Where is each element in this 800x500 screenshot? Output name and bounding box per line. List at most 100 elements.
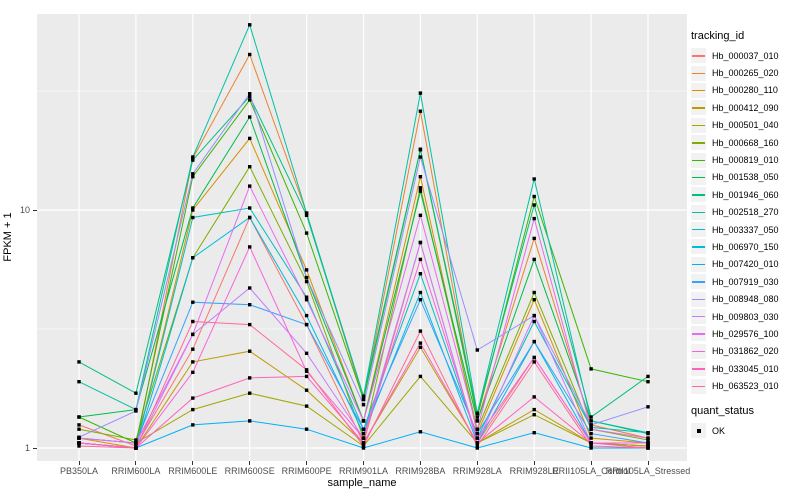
data-point bbox=[304, 213, 309, 217]
data-point bbox=[532, 236, 536, 241]
legend-item-Hb_007919_030: Hb_007919_030 bbox=[691, 273, 799, 290]
data-point bbox=[475, 415, 479, 419]
legend-item-quant-OK: OK bbox=[691, 422, 799, 439]
data-point bbox=[248, 303, 252, 307]
data-point bbox=[475, 436, 479, 440]
data-point bbox=[304, 374, 309, 379]
legend-key-icon bbox=[691, 256, 706, 272]
data-point bbox=[361, 419, 366, 423]
data-point bbox=[589, 425, 593, 430]
data-point bbox=[418, 257, 423, 262]
data-point bbox=[532, 257, 536, 262]
data-point bbox=[304, 313, 309, 318]
data-point bbox=[646, 438, 650, 442]
legend-key-line bbox=[692, 55, 705, 57]
data-point bbox=[418, 109, 423, 113]
data-point bbox=[418, 345, 423, 349]
legend-key-line bbox=[692, 142, 705, 144]
data-point bbox=[589, 446, 593, 450]
x-tick-label-RRIM928LA: RRIM928LA bbox=[452, 466, 502, 476]
data-point bbox=[361, 397, 366, 402]
legend-item-Hb_033045_010: Hb_033045_010 bbox=[691, 360, 799, 377]
legend-item-label: Hb_000668_160 bbox=[712, 137, 779, 148]
data-point bbox=[248, 245, 252, 249]
legend-item-label: Hb_001538_050 bbox=[712, 172, 779, 183]
data-point bbox=[304, 268, 309, 272]
legend-item-Hb_063523_010: Hb_063523_010 bbox=[691, 377, 799, 394]
data-point bbox=[418, 290, 423, 295]
data-point bbox=[646, 436, 650, 440]
data-point bbox=[191, 208, 195, 212]
data-point bbox=[532, 355, 536, 360]
data-point bbox=[134, 391, 138, 395]
legend-key-icon bbox=[691, 222, 706, 238]
legend-item-Hb_000280_110: Hb_000280_110 bbox=[691, 82, 799, 99]
legend-key-icon bbox=[691, 169, 706, 185]
data-point bbox=[475, 446, 479, 450]
legend-item-Hb_001538_050: Hb_001538_050 bbox=[691, 169, 799, 186]
data-point bbox=[475, 431, 479, 436]
data-point bbox=[77, 423, 81, 427]
data-point bbox=[418, 189, 423, 193]
legend-item-Hb_008948_080: Hb_008948_080 bbox=[691, 290, 799, 307]
data-point bbox=[304, 404, 309, 408]
x-tick-mark bbox=[419, 461, 421, 465]
data-point bbox=[77, 360, 81, 364]
legend-item-Hb_009803_030: Hb_009803_030 bbox=[691, 308, 799, 325]
data-point bbox=[418, 155, 423, 159]
legend-key-icon bbox=[691, 378, 706, 394]
y-tick-label: 10 bbox=[19, 204, 30, 215]
x-tick-mark bbox=[590, 461, 592, 465]
data-point bbox=[418, 147, 423, 151]
legend-item-label: Hb_000819_010 bbox=[712, 155, 779, 166]
data-point bbox=[191, 347, 195, 351]
data-point bbox=[532, 431, 536, 435]
data-point bbox=[361, 427, 366, 431]
data-point bbox=[248, 52, 252, 57]
data-point bbox=[191, 206, 195, 210]
data-point bbox=[361, 394, 366, 398]
x-tick-label-RRIM600PE: RRIM600PE bbox=[281, 466, 332, 476]
legend-key-icon bbox=[691, 187, 706, 203]
x-tick-mark bbox=[647, 461, 649, 465]
legend-key-line bbox=[692, 194, 705, 196]
legend-item-label: Hb_000501_040 bbox=[712, 120, 779, 131]
data-point bbox=[191, 175, 195, 179]
legend-key-icon bbox=[691, 309, 706, 325]
x-tick-label-RRIM600LA: RRIM600LA bbox=[111, 466, 161, 476]
data-point bbox=[191, 407, 195, 412]
data-point bbox=[418, 213, 423, 217]
data-point bbox=[248, 349, 252, 353]
legend-key-icon bbox=[691, 274, 706, 290]
data-point bbox=[191, 360, 195, 364]
data-point bbox=[418, 186, 423, 190]
legend-item-label: Hb_063523_010 bbox=[712, 381, 779, 392]
data-point bbox=[304, 279, 309, 284]
data-point bbox=[134, 444, 138, 448]
plot-panel bbox=[37, 14, 687, 461]
data-point bbox=[646, 444, 650, 448]
data-point bbox=[589, 441, 593, 445]
data-point bbox=[304, 388, 309, 392]
legend-item-Hb_002518_270: Hb_002518_270 bbox=[691, 204, 799, 221]
legend-key-icon bbox=[691, 361, 706, 377]
data-point bbox=[646, 431, 650, 435]
data-point bbox=[589, 431, 593, 436]
legend-key-icon bbox=[691, 82, 706, 98]
legend-key-line bbox=[692, 385, 705, 387]
data-point bbox=[589, 415, 593, 419]
data-point bbox=[191, 319, 195, 324]
legend-item-Hb_001946_060: Hb_001946_060 bbox=[691, 186, 799, 203]
legend-key-line bbox=[692, 89, 705, 92]
legend-item-label: OK bbox=[712, 425, 726, 436]
data-point bbox=[646, 446, 650, 450]
data-point bbox=[418, 329, 423, 333]
data-point bbox=[475, 348, 479, 352]
x-tick-mark bbox=[533, 461, 535, 465]
legend-item-label: Hb_008948_080 bbox=[712, 294, 779, 305]
legend-key-icon bbox=[691, 291, 706, 307]
legend-item-Hb_000037_010: Hb_000037_010 bbox=[691, 47, 799, 64]
data-point bbox=[77, 380, 81, 384]
x-tick-mark bbox=[135, 461, 137, 465]
